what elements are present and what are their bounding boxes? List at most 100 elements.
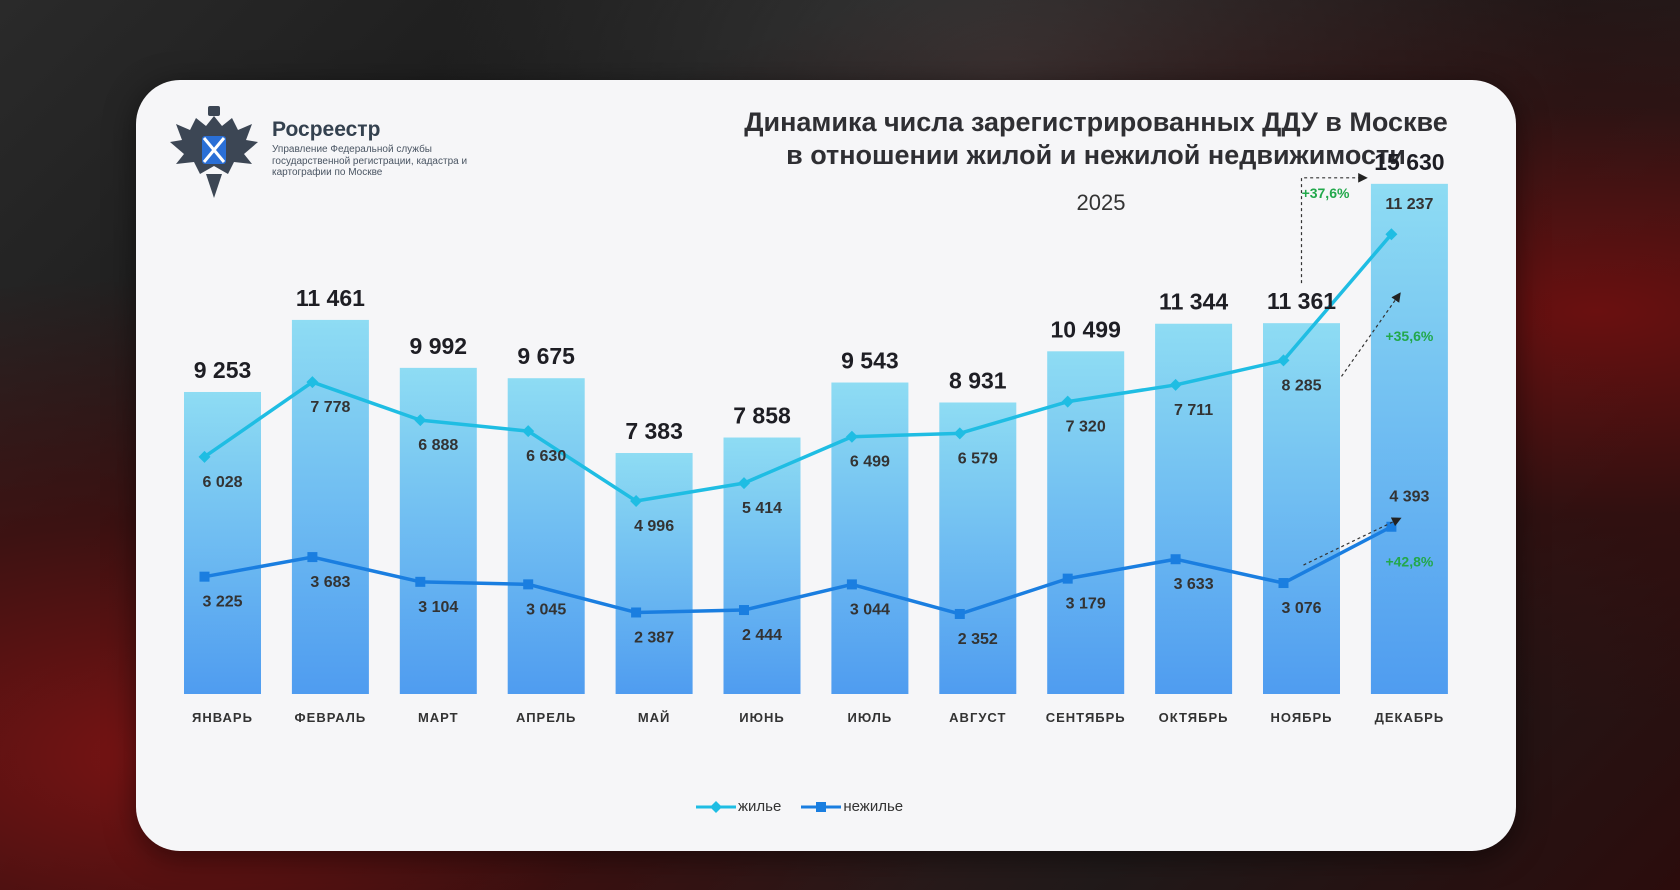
- category-label-11: ДЕКАБРЬ: [1375, 710, 1445, 725]
- bar-3: [507, 378, 585, 694]
- total-label-3: 9 675: [517, 343, 575, 369]
- series-1-point-4: [631, 607, 642, 618]
- series-1-label-7: 2 352: [958, 631, 998, 648]
- series-0-label-6: 6 499: [850, 454, 890, 471]
- category-label-3: АПРЕЛЬ: [516, 710, 576, 725]
- category-label-6: ИЮЛЬ: [848, 710, 893, 725]
- series-1-label-8: 3 179: [1066, 596, 1106, 613]
- series-0-label-10: 8 285: [1281, 377, 1321, 394]
- total-label-2: 9 992: [410, 333, 468, 359]
- series-1-label-5: 2 444: [742, 627, 782, 644]
- series-line-1: [204, 525, 1393, 616]
- total-label-10: 11 361: [1267, 288, 1336, 314]
- org-description: Управление Федеральной службы государств…: [272, 144, 468, 178]
- category-label-5: ИЮНЬ: [739, 710, 784, 725]
- title-line-2: в отношении жилой и нежилой недвижимости: [786, 140, 1406, 170]
- legend-label-nonresidential: нежилье: [843, 798, 904, 815]
- legend: жилье нежилье: [696, 798, 903, 815]
- series-1-point-3: [523, 579, 534, 590]
- labels-group: 9 253 ЯНВАРЬ 11 461 ФЕВРАЛЬ 9 992 МАРТ 9 675 АП…: [192, 149, 1445, 725]
- series-1-point-9: [1170, 554, 1181, 565]
- series-0-label-11: 11 237: [1385, 196, 1433, 213]
- series-1-label-3: 3 045: [526, 601, 566, 618]
- series-1-label-11: 4 393: [1389, 489, 1429, 506]
- category-label-4: МАЙ: [638, 710, 671, 725]
- chart-card: Росреестр Управление Федеральной службы …: [136, 80, 1516, 851]
- series-0-point-8: [1061, 395, 1074, 408]
- title-line-1: Динамика числа зарегистрированных ДДУ в …: [744, 107, 1448, 137]
- series-0-label-4: 4 996: [634, 518, 674, 535]
- legend-item-nonresidential: нежилье: [801, 798, 903, 815]
- bar-10: [1263, 323, 1340, 694]
- nonresidential-growth-label: +42,8%: [1385, 554, 1433, 570]
- legend-square-icon: [801, 801, 842, 812]
- residential-growth-label: +35,6%: [1385, 328, 1433, 344]
- residential-growth-arrow: [1341, 292, 1401, 377]
- bar-11: [1370, 183, 1448, 694]
- bar-4: [615, 453, 693, 694]
- bar-5: [723, 437, 801, 694]
- total-label-6: 9 543: [841, 348, 899, 374]
- bar-0: [184, 391, 261, 694]
- series-1-point-8: [1062, 573, 1073, 584]
- legend-item-residential: жилье: [696, 798, 781, 815]
- bars-group: [184, 183, 1448, 694]
- chart-plot: 9 253 ЯНВАРЬ 11 461 ФЕВРАЛЬ 9 992 МАРТ 9 675 АП…: [184, 149, 1448, 725]
- lines-group: [198, 228, 1398, 619]
- bar-7: [939, 402, 1017, 694]
- category-label-0: ЯНВАРЬ: [192, 710, 253, 725]
- series-1-point-1: [307, 552, 318, 563]
- rosreestr-emblem-icon: [170, 106, 258, 198]
- series-1-point-7: [954, 608, 965, 619]
- legend-label-residential: жилье: [738, 798, 782, 815]
- series-0-label-3: 6 630: [526, 448, 566, 465]
- series-0-point-2: [414, 414, 427, 427]
- series-0-point-1: [306, 376, 319, 389]
- series-1-label-4: 2 387: [634, 629, 674, 646]
- series-0-label-2: 6 888: [418, 437, 458, 454]
- total-label-11: 15 630: [1374, 149, 1444, 175]
- series-0-point-0: [198, 450, 211, 463]
- total-label-1: 11 461: [296, 285, 365, 311]
- series-1-label-1: 3 683: [310, 574, 350, 591]
- series-0-label-7: 6 579: [958, 450, 998, 467]
- org-name: Росреестр: [272, 118, 381, 141]
- bar-1: [291, 319, 369, 694]
- series-1-point-11: [1386, 521, 1397, 532]
- series-1-label-10: 3 076: [1281, 600, 1321, 617]
- series-1-label-6: 3 044: [850, 601, 890, 618]
- category-label-2: МАРТ: [418, 710, 459, 725]
- total-label-8: 10 499: [1051, 316, 1121, 342]
- legend-diamond-icon: [696, 800, 736, 813]
- category-label-1: ФЕВРАЛЬ: [295, 710, 367, 725]
- series-line-0: [203, 233, 1393, 503]
- category-label-10: НОЯБРЬ: [1270, 710, 1332, 725]
- total-label-5: 7 858: [733, 403, 791, 429]
- category-label-7: АВГУСТ: [949, 710, 1006, 725]
- series-0-point-5: [738, 477, 750, 490]
- series-1-point-10: [1278, 578, 1289, 589]
- series-1-point-0: [199, 571, 210, 582]
- annotations-group: +37,6% +35,6% +42,8%: [1300, 173, 1434, 570]
- chart-title: Динамика числа зарегистрированных ДДУ в …: [676, 106, 1516, 172]
- chart-year: 2025: [1076, 190, 1126, 215]
- total-label-7: 8 931: [949, 367, 1007, 393]
- series-0-point-4: [630, 494, 643, 507]
- total-label-0: 9 253: [194, 357, 252, 383]
- category-label-9: ОКТЯБРЬ: [1159, 710, 1229, 725]
- series-0-label-0: 6 028: [202, 474, 242, 491]
- category-label-8: СЕНТЯБРЬ: [1046, 710, 1126, 725]
- series-1-point-2: [415, 576, 426, 587]
- series-0-label-8: 7 320: [1066, 419, 1106, 436]
- bar-8: [1047, 351, 1125, 694]
- series-0-label-9: 7 711: [1174, 402, 1213, 419]
- total-label-4: 7 383: [625, 418, 683, 444]
- series-0-point-7: [953, 427, 966, 440]
- series-0-label-5: 5 414: [742, 500, 782, 517]
- series-0-point-10: [1277, 354, 1290, 367]
- series-0-label-1: 7 778: [310, 399, 350, 416]
- series-0-point-6: [845, 430, 858, 443]
- total-label-9: 11 344: [1159, 289, 1228, 315]
- series-1-label-2: 3 104: [418, 599, 458, 616]
- bar-6: [831, 382, 909, 694]
